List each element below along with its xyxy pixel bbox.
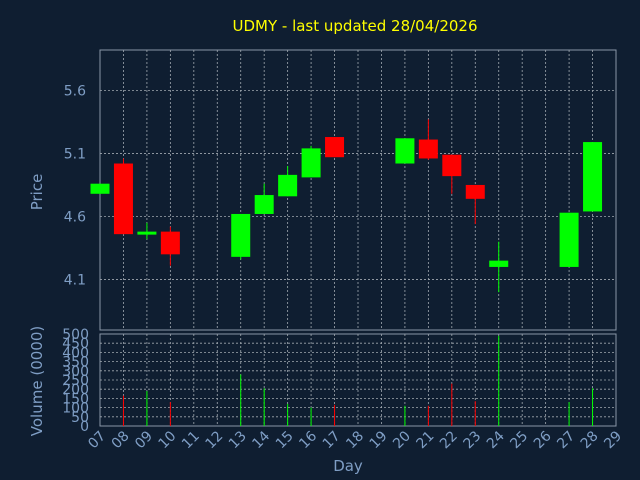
price-panel: 5.6 5.1 4.6 4.1 (64, 49, 617, 331)
volume-tick-label: 50 (71, 410, 89, 426)
day-tick-label: 23 (460, 428, 484, 452)
price-tick-label: 5.1 (64, 146, 86, 162)
price-tick-label: 4.6 (64, 209, 86, 225)
candles (90, 119, 603, 293)
candle-body (489, 260, 509, 267)
candle-body (254, 195, 274, 214)
volume-tick-label: 200 (62, 382, 89, 398)
price-axis-label: Price (28, 174, 46, 211)
day-tick-label: 24 (484, 428, 508, 452)
candle-body (418, 139, 438, 159)
day-tick-label: 15 (273, 428, 297, 452)
day-tick-label: 08 (109, 428, 133, 452)
volume-tick-label: 0 (80, 419, 89, 435)
volume-tick-label: 400 (62, 345, 89, 361)
candle-body (90, 183, 110, 194)
day-tick-label: 28 (578, 428, 602, 452)
day-tick-label: 09 (132, 428, 156, 452)
day-tick-label: 29 (601, 428, 625, 452)
candle-body (160, 231, 180, 255)
day-tick-label: 17 (320, 428, 344, 452)
day-tick-label: 21 (414, 428, 438, 452)
volume-bars (122, 335, 594, 426)
x-axis-label: Day (333, 457, 363, 475)
candle-body (137, 231, 157, 235)
volume-tick-label: 350 (62, 355, 89, 371)
candle-body (231, 213, 251, 257)
day-tick-label: 25 (507, 428, 531, 452)
candle-body (113, 163, 133, 235)
day-tick-label: 19 (367, 428, 391, 452)
volume-tick-label: 150 (62, 391, 89, 407)
day-tick-label: 13 (226, 428, 250, 452)
candle-body (583, 142, 603, 212)
volume-tick-label: 300 (62, 364, 89, 380)
candle-body (278, 174, 298, 197)
day-tick-label: 20 (390, 428, 414, 452)
candle-body (442, 154, 462, 177)
volume-grid (100, 334, 616, 426)
volume-tick-label: 250 (62, 373, 89, 389)
price-grid (100, 50, 616, 330)
volume-tick-label: 500 (62, 327, 89, 343)
chart-title: UDMY - last updated 28/04/2026 (232, 17, 477, 35)
candle-body (395, 138, 415, 164)
candle-body (465, 184, 485, 199)
volume-tick-label: 450 (62, 336, 89, 352)
volume-axis-label: Volume (0000) (28, 326, 46, 436)
price-tick-label: 5.6 (64, 83, 86, 99)
day-tick-labels: 07 08 09 10 11 12 13 14 15 16 17 18 19 20 21 22 23 24 25 26… (85, 428, 625, 452)
day-tick-label: 10 (156, 428, 180, 452)
volume-tick-label: 100 (62, 401, 89, 417)
day-tick-label: 14 (249, 428, 273, 452)
day-tick-label: 12 (202, 428, 226, 452)
day-tick-label: 22 (437, 428, 461, 452)
day-tick-label: 26 (531, 428, 555, 452)
day-tick-label: 18 (343, 428, 367, 452)
day-tick-label: 11 (179, 428, 203, 452)
candle-body (559, 212, 579, 267)
day-tick-label: 27 (554, 428, 578, 452)
price-tick-labels: 5.6 5.1 4.6 4.1 (64, 83, 86, 288)
candle-body (301, 148, 321, 178)
candle-body (325, 137, 345, 158)
day-tick-label: 16 (296, 428, 320, 452)
price-tick-label: 4.1 (64, 273, 86, 289)
